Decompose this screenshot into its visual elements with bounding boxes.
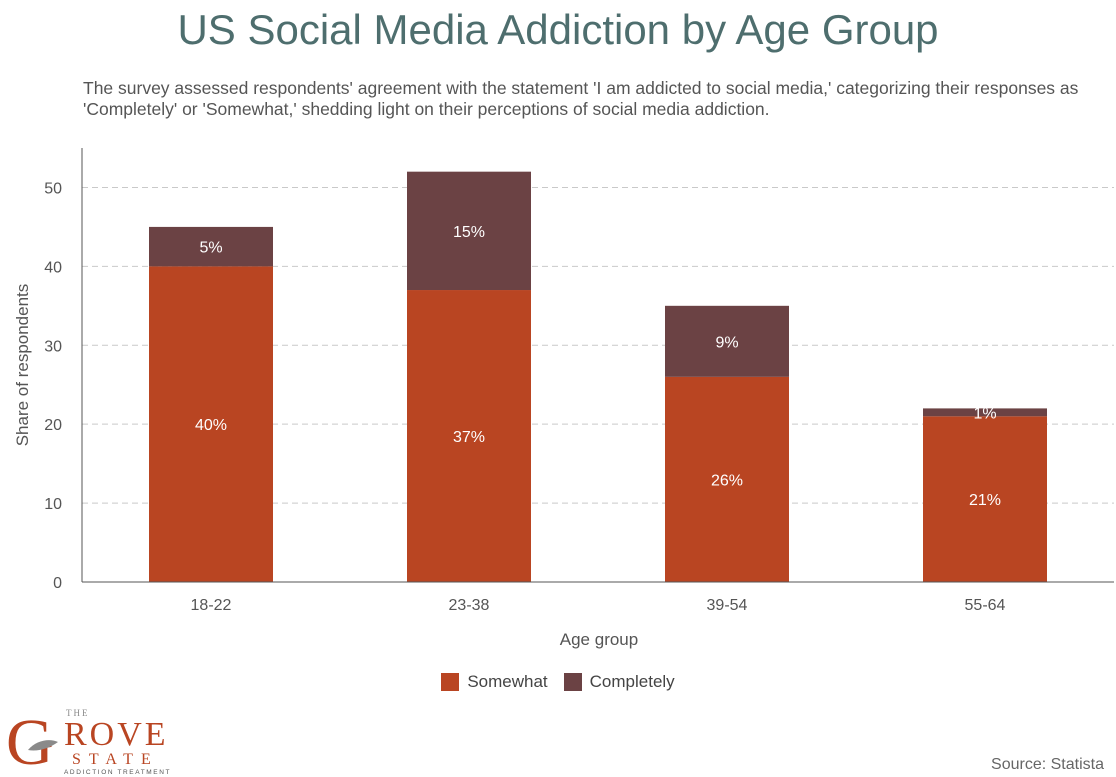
legend-swatch-somewhat <box>441 673 460 691</box>
logo-tagline: ADDICTION TREATMENT <box>64 769 171 776</box>
legend: Somewhat Completely <box>0 672 1116 692</box>
leaf-icon <box>28 740 58 751</box>
logo-the: THE <box>66 708 90 718</box>
legend-item-somewhat[interactable]: Somewhat <box>441 672 548 692</box>
bars: 40% 5% 37% 15% 26% 9% 21% 1% <box>149 171 1047 582</box>
y-axis-title: Share of respondents <box>13 284 32 447</box>
x-axis-title: Age group <box>560 630 638 649</box>
grove-estate-logo: THE G ROVE STATE ADDICTION TREATMENT <box>6 706 171 776</box>
logo-state: STATE <box>72 751 159 768</box>
data-label-completely-55-64: 1% <box>973 405 996 422</box>
x-tick-label-18-22: 18-22 <box>191 597 232 614</box>
bar-completely-18-22 <box>149 226 273 267</box>
bar-somewhat-18-22 <box>149 266 273 582</box>
data-label-somewhat-55-64: 21% <box>969 492 1001 509</box>
data-label-completely-39-54: 9% <box>715 334 738 351</box>
x-tick-label-39-54: 39-54 <box>707 597 748 614</box>
bar-completely-55-64 <box>923 408 1047 417</box>
legend-label-somewhat: Somewhat <box>467 672 548 691</box>
y-tick-label-30: 30 <box>44 338 62 355</box>
legend-label-completely: Completely <box>589 672 675 691</box>
data-label-somewhat-39-54: 26% <box>711 472 743 489</box>
data-label-completely-18-22: 5% <box>199 240 222 257</box>
y-tick-label-10: 10 <box>44 496 62 513</box>
bar-somewhat-39-54 <box>665 376 789 582</box>
logo-rove: ROVE <box>64 716 169 753</box>
y-tick-label-0: 0 <box>53 575 62 592</box>
data-label-somewhat-18-22: 40% <box>195 417 227 434</box>
chart-subtitle: The survey assessed respondents' agreeme… <box>83 78 1079 119</box>
legend-swatch-completely <box>563 673 582 691</box>
bar-completely-39-54 <box>665 305 789 377</box>
bar-somewhat-23-38 <box>407 290 531 582</box>
y-tick-label-50: 50 <box>44 180 62 197</box>
bar-somewhat-55-64 <box>923 416 1047 582</box>
legend-item-completely[interactable]: Completely <box>563 672 675 692</box>
source-note: Source: Statista <box>991 756 1104 773</box>
data-label-completely-23-38: 15% <box>453 224 485 241</box>
y-tick-label-20: 20 <box>44 417 62 434</box>
x-tick-label-55-64: 55-64 <box>965 597 1006 614</box>
y-tick-label-40: 40 <box>44 259 62 276</box>
chart-title: US Social Media Addiction by Age Group <box>177 6 939 53</box>
x-tick-label-23-38: 23-38 <box>449 597 490 614</box>
chart-canvas: 40% 5% 37% 15% 26% 9% 21% 1% 0 10 20 30 40 50 18-22 23… <box>13 148 1114 649</box>
data-label-somewhat-23-38: 37% <box>453 429 485 446</box>
bar-completely-23-38 <box>407 171 531 291</box>
axes: 0 10 20 30 40 50 18-22 23-38 39-54 55-64 <box>44 148 1114 614</box>
